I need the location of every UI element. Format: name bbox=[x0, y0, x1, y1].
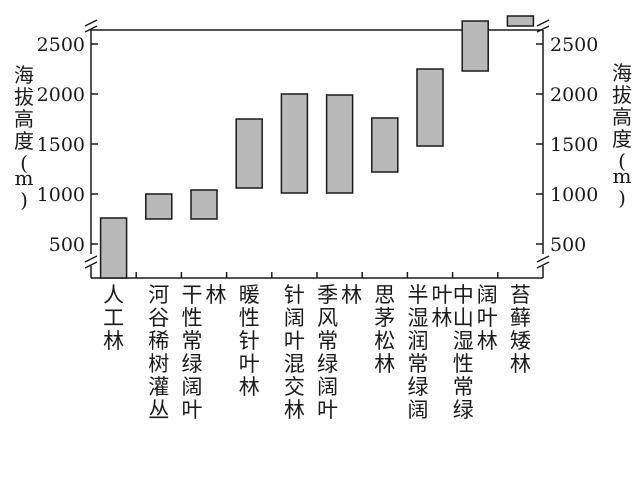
y-tick-label-right: 1000 bbox=[550, 184, 598, 206]
category-label: 针阔叶混交林 bbox=[284, 283, 305, 422]
y-tick-label-left: 1000 bbox=[37, 184, 85, 206]
category-label: 人工林 bbox=[103, 283, 124, 353]
category-label: 季风常绿阔叶林 bbox=[317, 283, 362, 422]
y-tick-label-left: 2000 bbox=[37, 84, 85, 106]
y-tick-label-left: 500 bbox=[49, 234, 85, 256]
y-tick-label-left: 2500 bbox=[37, 34, 85, 56]
category-ticks bbox=[135, 272, 499, 278]
y-axis-title-right: 海拔高度(m) bbox=[612, 61, 632, 210]
bar-range bbox=[190, 189, 218, 220]
y-tick-label-left: 1500 bbox=[37, 134, 85, 156]
bar-range bbox=[235, 118, 263, 189]
left-ticks: 500 1000 1500 2000 2500 bbox=[37, 34, 98, 256]
category-label: 思茅松林 bbox=[374, 283, 395, 376]
bar-range bbox=[145, 193, 173, 220]
y-axis-titles: 海拔高度(m) 海拔高度(m) bbox=[14, 61, 632, 212]
axis-break-top-right bbox=[536, 19, 550, 33]
bar-range bbox=[99, 217, 128, 279]
axis-break-top-left bbox=[84, 19, 98, 33]
category-label: 河谷稀树灌丛 bbox=[148, 283, 169, 422]
category-label: 中山湿性常绿阔叶林 bbox=[453, 283, 498, 422]
bars bbox=[99, 15, 535, 279]
category-label: 半湿润常绿阔叶林 bbox=[408, 283, 453, 422]
category-label: 干性常绿阔叶林 bbox=[182, 283, 227, 422]
bar-range bbox=[416, 68, 444, 147]
bar-range bbox=[371, 117, 399, 173]
y-tick-label-right: 1500 bbox=[550, 134, 598, 156]
y-tick-label-right: 2500 bbox=[550, 34, 598, 56]
axis-break-bottom-right bbox=[536, 255, 550, 269]
bar-range bbox=[280, 93, 309, 194]
right-ticks: 500 1000 1500 2000 2500 bbox=[536, 34, 598, 256]
y-tick-label-right: 2000 bbox=[550, 84, 598, 106]
bar-range bbox=[506, 15, 535, 27]
y-tick-label-right: 500 bbox=[550, 234, 586, 256]
category-label: 苔藓矮林 bbox=[510, 283, 531, 376]
bar-range bbox=[325, 94, 354, 194]
category-label: 暖性针叶林 bbox=[239, 283, 260, 399]
y-axis-title-left: 海拔高度(m) bbox=[14, 63, 34, 212]
axis-break-bottom-left bbox=[84, 255, 98, 269]
bar-range bbox=[461, 20, 489, 72]
